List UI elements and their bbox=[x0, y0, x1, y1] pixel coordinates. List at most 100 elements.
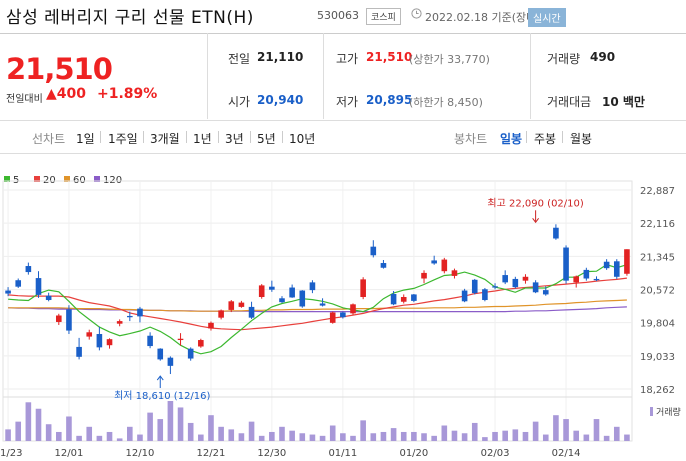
volume-bar bbox=[177, 407, 184, 441]
candle-body bbox=[431, 260, 437, 264]
x-tick-label: 12/10 bbox=[126, 448, 155, 459]
candle-body bbox=[248, 306, 255, 318]
volume-bar bbox=[441, 425, 448, 441]
x-tick-label: 01/20 bbox=[399, 448, 428, 459]
candle-body bbox=[116, 321, 123, 324]
candle-body bbox=[66, 309, 72, 331]
divider bbox=[323, 33, 324, 119]
volume-legend-label: 거래량 bbox=[656, 406, 681, 418]
candle-body bbox=[613, 261, 620, 277]
volume-bar bbox=[116, 438, 123, 441]
candle-body bbox=[350, 304, 356, 314]
x-tick-label: 11/23 bbox=[0, 448, 22, 459]
clock-icon bbox=[411, 8, 422, 22]
candle-body bbox=[553, 227, 559, 239]
volume-bar bbox=[482, 437, 488, 441]
candle-body bbox=[593, 278, 600, 281]
high-value: 21,510 bbox=[366, 50, 413, 64]
period-1y[interactable]: 1년 bbox=[193, 132, 212, 146]
period-1d[interactable]: 1일 bbox=[76, 132, 95, 146]
volume-bar bbox=[228, 429, 235, 441]
volume-bar bbox=[299, 433, 306, 441]
candle-body bbox=[319, 303, 326, 306]
candle-body bbox=[482, 289, 488, 301]
volume-bar bbox=[208, 415, 214, 441]
ma-line-20 bbox=[8, 277, 627, 331]
candle-body bbox=[502, 275, 508, 283]
candle-body bbox=[187, 348, 194, 359]
divider bbox=[250, 131, 251, 143]
y-axis-ticks: 22,887 22,116 21,345 20,572 19,804 19,033 18,2… bbox=[640, 186, 675, 396]
open-label: 시가 bbox=[228, 95, 251, 109]
divider bbox=[143, 131, 144, 143]
upper-limit-note: (상한가 33,770) bbox=[409, 53, 490, 66]
candle-body bbox=[360, 279, 366, 298]
candle-weekly[interactable]: 주봉 bbox=[534, 132, 557, 146]
line-chart-label: 선차트 bbox=[32, 132, 66, 146]
candle-daily[interactable]: 일봉 bbox=[500, 132, 523, 146]
ma-line-60 bbox=[8, 299, 627, 312]
low-annotation: 최저 18,610 (12/16) bbox=[114, 390, 210, 402]
legend-swatch-5 bbox=[4, 176, 10, 182]
divider bbox=[530, 33, 531, 119]
plot-frame bbox=[2, 180, 633, 442]
volume-bar bbox=[309, 434, 316, 441]
volume-bar bbox=[360, 420, 366, 441]
volume-bar bbox=[66, 416, 72, 441]
current-price: 21,510 bbox=[6, 52, 113, 86]
candle-body bbox=[299, 290, 306, 307]
candle-body bbox=[96, 334, 103, 348]
volume-bar bbox=[624, 434, 630, 441]
x-tick-label: 12/30 bbox=[257, 448, 286, 459]
change-percent: +1.89% bbox=[97, 86, 158, 102]
volume-bar bbox=[563, 419, 569, 441]
volume-bar bbox=[553, 415, 559, 441]
period-3y[interactable]: 3년 bbox=[225, 132, 244, 146]
candle-body bbox=[76, 346, 82, 357]
legend-swatch-60 bbox=[64, 176, 70, 182]
high-annotation: 최고 22,090 (02/10) bbox=[487, 197, 583, 209]
divider bbox=[207, 33, 208, 119]
turnover-label: 거래대금 bbox=[547, 95, 592, 109]
candle-body bbox=[228, 301, 235, 310]
period-10y[interactable]: 10년 bbox=[289, 132, 316, 146]
candle-body bbox=[390, 293, 397, 305]
volume-bar bbox=[542, 434, 549, 441]
divider bbox=[282, 131, 283, 143]
volume-bar bbox=[279, 426, 285, 441]
candle-body bbox=[238, 302, 245, 307]
volume-bar bbox=[289, 430, 295, 441]
candle-body bbox=[127, 315, 133, 318]
divider bbox=[100, 131, 101, 143]
volume-bar bbox=[583, 434, 590, 441]
candle-body bbox=[147, 335, 153, 347]
y-tick-label: 19,033 bbox=[640, 352, 675, 363]
security-code: 530063 bbox=[317, 9, 359, 22]
candle-monthly[interactable]: 월봉 bbox=[570, 132, 593, 146]
candle-body bbox=[411, 294, 417, 301]
datetime-text: 2022.02.18 기준(장마감) bbox=[425, 11, 551, 24]
security-name: 삼성 레버리지 구리 선물 ETN(H) bbox=[6, 8, 254, 28]
live-badge[interactable]: 실시간 bbox=[528, 8, 566, 27]
volume-bar bbox=[127, 426, 133, 441]
period-5y[interactable]: 5년 bbox=[257, 132, 276, 146]
volume-bar bbox=[167, 401, 174, 441]
volume-bar bbox=[461, 433, 468, 441]
candle-body bbox=[157, 348, 164, 360]
candle-body bbox=[522, 276, 529, 281]
volume-bar bbox=[492, 431, 498, 441]
volume-bar bbox=[603, 435, 610, 441]
change-label: 전일대비 bbox=[6, 94, 43, 105]
legend-swatch-120 bbox=[94, 176, 100, 182]
candle-body bbox=[86, 332, 93, 337]
period-1w[interactable]: 1주일 bbox=[108, 132, 138, 146]
y-tick-label: 21,345 bbox=[640, 252, 675, 263]
candle-body bbox=[532, 282, 539, 293]
candle-body bbox=[35, 278, 42, 295]
volume-label: 거래량 bbox=[547, 52, 581, 66]
moving-average-lines bbox=[8, 264, 628, 355]
volume-bar bbox=[86, 426, 93, 441]
candle-body bbox=[492, 286, 498, 288]
candle-body bbox=[461, 290, 468, 302]
period-3m[interactable]: 3개월 bbox=[150, 132, 180, 146]
